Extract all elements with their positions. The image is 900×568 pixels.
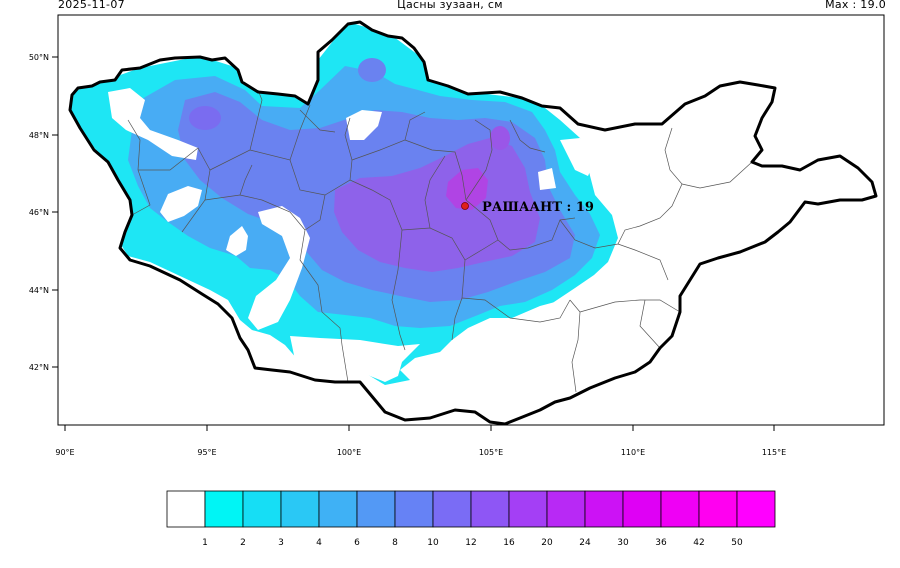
colorbar-label: 24 xyxy=(579,538,591,548)
snow-field xyxy=(70,22,618,385)
colorbar-labels: 1 2 3 4 6 8 10 12 16 20 24 30 36 42 50 xyxy=(202,538,743,548)
station-label: РАШААНТ : 19 xyxy=(482,200,594,215)
snow-area-peak xyxy=(446,168,488,210)
colorbar-swatch xyxy=(204,490,244,528)
colorbar-label: 3 xyxy=(278,538,284,548)
colorbar-swatch xyxy=(166,490,206,528)
lon-label: 105°E xyxy=(479,448,503,457)
axis-ticks xyxy=(52,56,775,431)
colorbar-swatch xyxy=(242,490,282,528)
colorbar-swatch xyxy=(508,490,548,528)
colorbar-label: 1 xyxy=(202,538,208,548)
colorbar-label: 36 xyxy=(655,538,667,548)
lat-label: 44°N xyxy=(29,286,49,295)
colorbar-swatch xyxy=(280,490,320,528)
lon-label: 115°E xyxy=(762,448,786,457)
province-borders xyxy=(127,89,753,393)
latitude-labels: 50°N 48°N 46°N 44°N 42°N xyxy=(29,53,49,372)
colorbar-swatch xyxy=(546,490,586,528)
colorbar-swatch xyxy=(584,490,624,528)
colorbar-swatch xyxy=(318,490,358,528)
colorbar-label: 20 xyxy=(541,538,553,548)
colorbar-label: 12 xyxy=(465,538,476,548)
colorbar-label: 6 xyxy=(354,538,360,548)
colorbar-swatch xyxy=(698,490,738,528)
station-marker[interactable] xyxy=(461,202,469,210)
colorbar-label: 50 xyxy=(731,538,743,548)
colorbar-label: 16 xyxy=(503,538,515,548)
colorbar xyxy=(166,490,776,528)
colorbar-swatch xyxy=(660,490,700,528)
colorbar-swatch xyxy=(394,490,434,528)
colorbar-label: 10 xyxy=(427,538,439,548)
country-outline xyxy=(68,20,878,426)
lat-label: 50°N xyxy=(29,53,49,62)
colorbar-swatch xyxy=(356,490,396,528)
colorbar-swatch xyxy=(736,490,776,528)
lat-label: 48°N xyxy=(29,131,49,140)
colorbar-swatch xyxy=(622,490,662,528)
lon-label: 100°E xyxy=(337,448,361,457)
colorbar-label: 42 xyxy=(693,538,704,548)
max-value-label: Max : 19.0 xyxy=(825,0,886,11)
lat-label: 46°N xyxy=(29,208,49,217)
colorbar-label: 30 xyxy=(617,538,629,548)
colorbar-label: 8 xyxy=(392,538,398,548)
lon-label: 110°E xyxy=(621,448,645,457)
lon-label: 95°E xyxy=(197,448,216,457)
date-label: 2025-11-07 xyxy=(58,0,125,11)
lat-label: 42°N xyxy=(29,363,49,372)
colorbar-swatch xyxy=(470,490,510,528)
snow-area-deeper xyxy=(334,138,540,272)
map-title: Цасны зузаан, см xyxy=(397,0,503,11)
colorbar-label: 2 xyxy=(240,538,246,548)
colorbar-swatch xyxy=(432,490,472,528)
longitude-labels: 90°E 95°E 100°E 105°E 110°E 115°E xyxy=(55,448,786,457)
lon-label: 90°E xyxy=(55,448,74,457)
colorbar-label: 4 xyxy=(316,538,322,548)
